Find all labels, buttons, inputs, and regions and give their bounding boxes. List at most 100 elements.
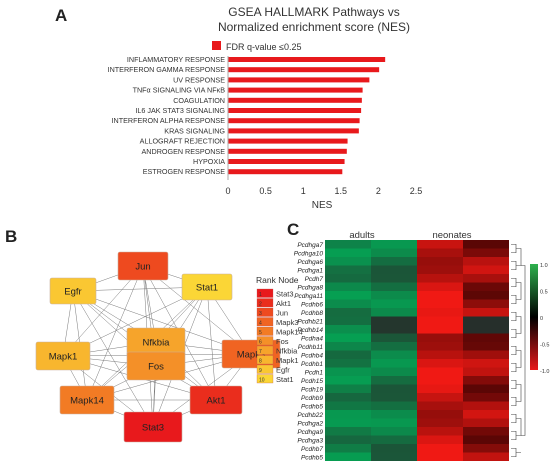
gene-label: Pcdhb21	[297, 319, 323, 326]
heatmap-cell	[417, 359, 463, 368]
heatmap-cell	[417, 384, 463, 393]
node-label-mapk3: Mapk3	[237, 350, 266, 361]
rank-number: 3	[259, 311, 262, 317]
heatmap-cell	[463, 308, 509, 317]
legend-swatch	[212, 41, 221, 50]
heatmap-cell	[371, 316, 417, 325]
heatmap-cell	[371, 444, 417, 453]
network-edge	[72, 290, 252, 355]
category-label: ANDROGEN RESPONSE	[142, 147, 226, 156]
heatmap-cell	[463, 393, 509, 402]
heatmap-cell	[371, 367, 417, 376]
rank-node-label: Mapk14	[276, 328, 303, 337]
gene-label: Pcdh15	[301, 378, 323, 385]
heatmap-cell	[417, 401, 463, 410]
dendrogram-branch	[516, 248, 522, 266]
heatmap-cell	[463, 342, 509, 351]
gene-label: Pcdhb11	[298, 344, 324, 351]
gene-label: Pcdhga9	[297, 429, 323, 436]
heatmap-cell	[371, 418, 417, 427]
heatmap-cell	[463, 359, 509, 368]
rank-node-label: Stat3	[276, 290, 294, 299]
gene-label: Pcdhga6	[297, 259, 323, 266]
category-label: COAGULATION	[173, 96, 225, 105]
category-label: INTERFERON GAMMA RESPONSE	[108, 65, 226, 74]
category-label: KRAS SIGNALING	[164, 126, 225, 135]
node-label-jun: Jun	[135, 262, 150, 273]
nes-bar-chart: GSEA HALLMARK Pathways vs Normalized enr…	[108, 5, 423, 211]
node-jun	[117, 251, 169, 281]
heatmap-cell	[325, 376, 371, 385]
rank-node-label: Jun	[276, 309, 288, 318]
scale-tick-label: 0	[540, 316, 543, 322]
gene-label: Pcdhga11	[294, 293, 323, 300]
heatmap-cell	[417, 452, 463, 461]
node-label-egfr: Egfr	[64, 287, 81, 298]
heatmap-cell	[463, 274, 509, 283]
rank-number: 8	[259, 359, 262, 365]
heatmap-cell	[417, 410, 463, 419]
heatmap-cell	[371, 248, 417, 257]
rank-swatch	[256, 307, 274, 317]
nes-bar	[228, 57, 386, 62]
nes-bar	[228, 148, 347, 154]
heatmap-cell	[463, 291, 509, 300]
heatmap-cell	[417, 376, 463, 385]
chart-title-line2: Normalized enrichment score (NES)	[218, 20, 410, 34]
gene-label: Pcdh19	[301, 387, 323, 394]
heatmap-cell	[371, 350, 417, 359]
heatmap-cell	[371, 359, 417, 368]
gene-label: Pcdhga10	[294, 251, 324, 258]
heatmap-cell	[325, 444, 371, 453]
rank-number: 9	[259, 368, 262, 374]
node-fos	[126, 351, 186, 381]
heatmap-cell	[463, 282, 509, 291]
group-label-adults: adults	[349, 230, 375, 241]
nes-bar	[228, 128, 359, 134]
heatmap-cell	[371, 282, 417, 291]
x-tick-label: 2.5	[410, 186, 423, 196]
category-label: IL6 JAK STAT3 SIGNALING	[135, 106, 225, 115]
rank-number: 1	[259, 292, 262, 298]
rank-node-label: Stat1	[276, 375, 294, 384]
heatmap-cell	[463, 333, 509, 342]
heatmap-cell	[463, 299, 509, 308]
heatmap-cell	[417, 325, 463, 334]
scale-tick-label: -1.0	[540, 369, 549, 375]
gene-label: Pcdhb8	[301, 310, 323, 317]
dendrogram-branch	[511, 379, 517, 390]
group-label-neonates: neonates	[432, 230, 471, 241]
dendrogram-branch	[511, 396, 517, 407]
gene-label: Pcdhb22	[297, 412, 323, 419]
nes-bar	[228, 77, 370, 83]
expression-heatmap: adults neonates Pcdhga7Pcdhga10Pcdhga6Pc…	[294, 230, 550, 462]
heatmap-cell	[417, 350, 463, 359]
node-label-stat1: Stat1	[196, 283, 218, 294]
heatmap-cell	[325, 452, 371, 461]
heatmap-cell	[325, 299, 371, 308]
heatmap-cell	[463, 316, 509, 325]
panel-a-letter: A	[55, 6, 68, 25]
heatmap-cell	[325, 359, 371, 368]
rank-legend-title: Rank Node	[256, 275, 299, 285]
rank-node-label: Akt1	[276, 299, 291, 308]
gene-label: Pcdha4	[301, 336, 323, 343]
heatmap-cell	[463, 265, 509, 274]
gene-label: Pcdhb9	[301, 395, 323, 402]
color-scale-bar	[530, 264, 538, 370]
heatmap-cell	[325, 274, 371, 283]
category-label: INTERFERON ALPHA RESPONSE	[112, 116, 226, 125]
node-label-mapk14: Mapk14	[70, 396, 104, 407]
gene-label: Pcdh7	[305, 276, 324, 283]
heatmap-cell	[325, 418, 371, 427]
heatmap-cell	[463, 325, 509, 334]
heatmap-cell	[463, 444, 509, 453]
dendrogram-branch	[511, 447, 517, 458]
dendrogram-branch	[521, 265, 526, 436]
nes-bar	[228, 169, 343, 175]
heatmap-cell	[417, 342, 463, 351]
node-akt1	[189, 385, 243, 415]
heatmap-cell	[417, 299, 463, 308]
heatmap-cell	[417, 248, 463, 257]
rank-number: 7	[259, 349, 262, 355]
